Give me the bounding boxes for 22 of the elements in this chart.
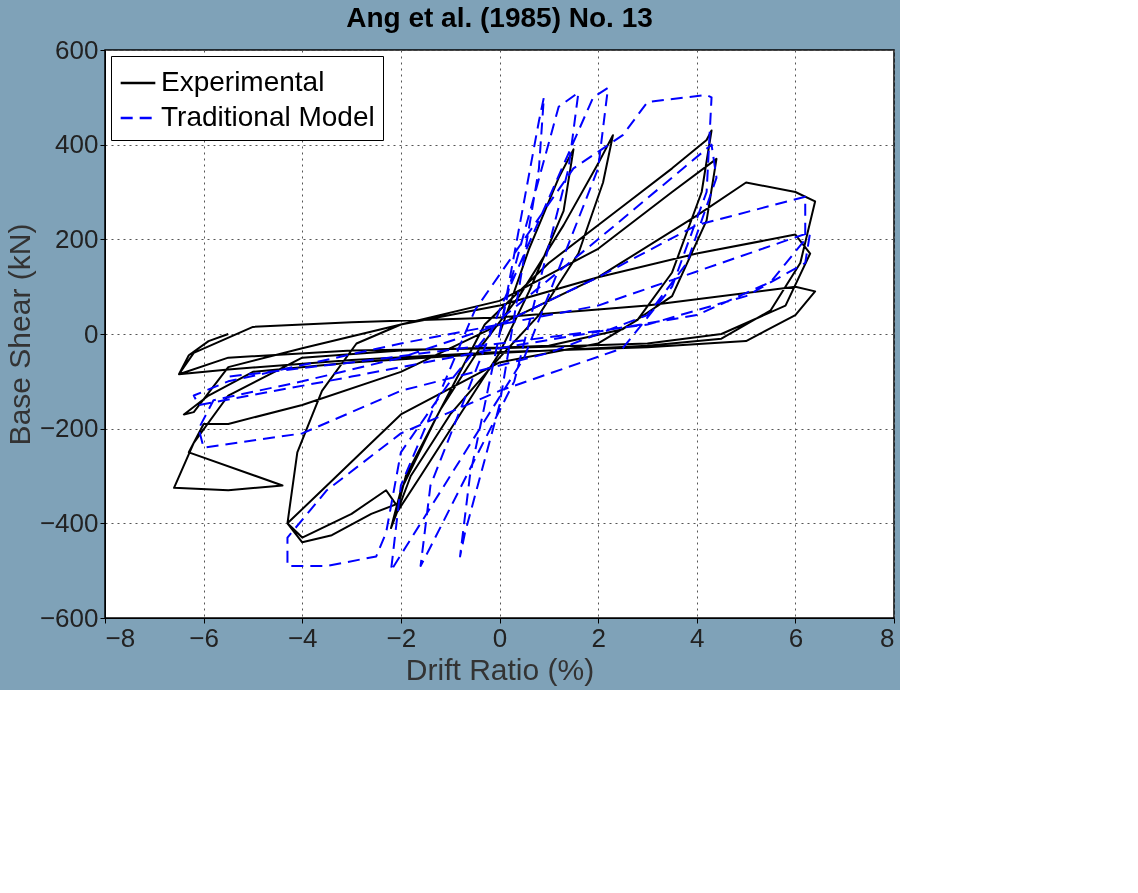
y-tick-label: 400 [55,129,99,160]
y-tick-label: −400 [39,507,99,538]
x-tick-label: 0 [492,622,508,653]
x-tick-label: 6 [788,622,804,653]
y-axis-title: Base Shear (kN) [2,223,36,446]
y-tick-label: 600 [55,34,99,65]
x-tick-label: −6 [189,622,219,653]
chart-title: Ang et al. (1985) No. 13 [346,2,653,33]
x-tick-label: −2 [386,622,417,653]
y-tick-label: 200 [55,223,99,254]
x-tick-label: 2 [591,622,606,653]
line-series [173,129,817,544]
y-tick-label: −600 [39,602,99,633]
x-tick-label: −8 [105,622,136,653]
y-tick-label: −200 [39,413,99,444]
legend-label: Experimental [161,66,325,97]
x-tick-label: 8 [880,622,895,653]
x-axis-title: Drift Ratio (%) [405,652,595,686]
x-tick-label: 4 [690,622,705,653]
y-tick-label: 0 [84,318,99,349]
x-tick-label: −4 [287,622,318,653]
legend-label: Traditional Model [161,101,375,132]
